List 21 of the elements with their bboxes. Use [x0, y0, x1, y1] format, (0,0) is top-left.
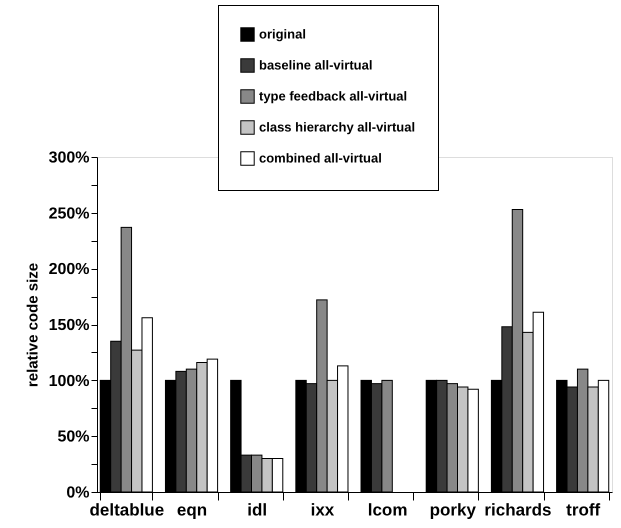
x-tick-label: ixx: [310, 500, 335, 520]
x-tick-label: lcom: [368, 500, 408, 520]
legend-label: class hierarchy all-virtual: [259, 120, 416, 134]
legend-label: combined all-virtual: [259, 150, 382, 166]
y-axis-title: relative code size: [24, 262, 42, 388]
y-tick-label: 300%: [48, 150, 90, 166]
y-tick-label: 250%: [48, 205, 90, 222]
y-tick-label: 200%: [48, 261, 90, 278]
x-tick-label: eqn: [176, 500, 208, 520]
y-tick-label: 100%: [48, 372, 90, 390]
x-tick-label: deltablue: [90, 500, 164, 520]
legend-label: original: [259, 26, 306, 42]
legend-label: baseline all-virtual: [259, 58, 372, 72]
y-tick-label: 50%: [57, 428, 90, 446]
x-tick-label: porky: [430, 500, 476, 520]
x-tick-label: idl: [247, 500, 268, 520]
y-tick-label: 0%: [66, 484, 90, 502]
x-tick-label: richards: [484, 500, 552, 520]
x-tick-label: troff: [566, 500, 600, 520]
legend-label: type feedback all-virtual: [259, 88, 408, 104]
y-tick-label: 150%: [48, 317, 90, 334]
